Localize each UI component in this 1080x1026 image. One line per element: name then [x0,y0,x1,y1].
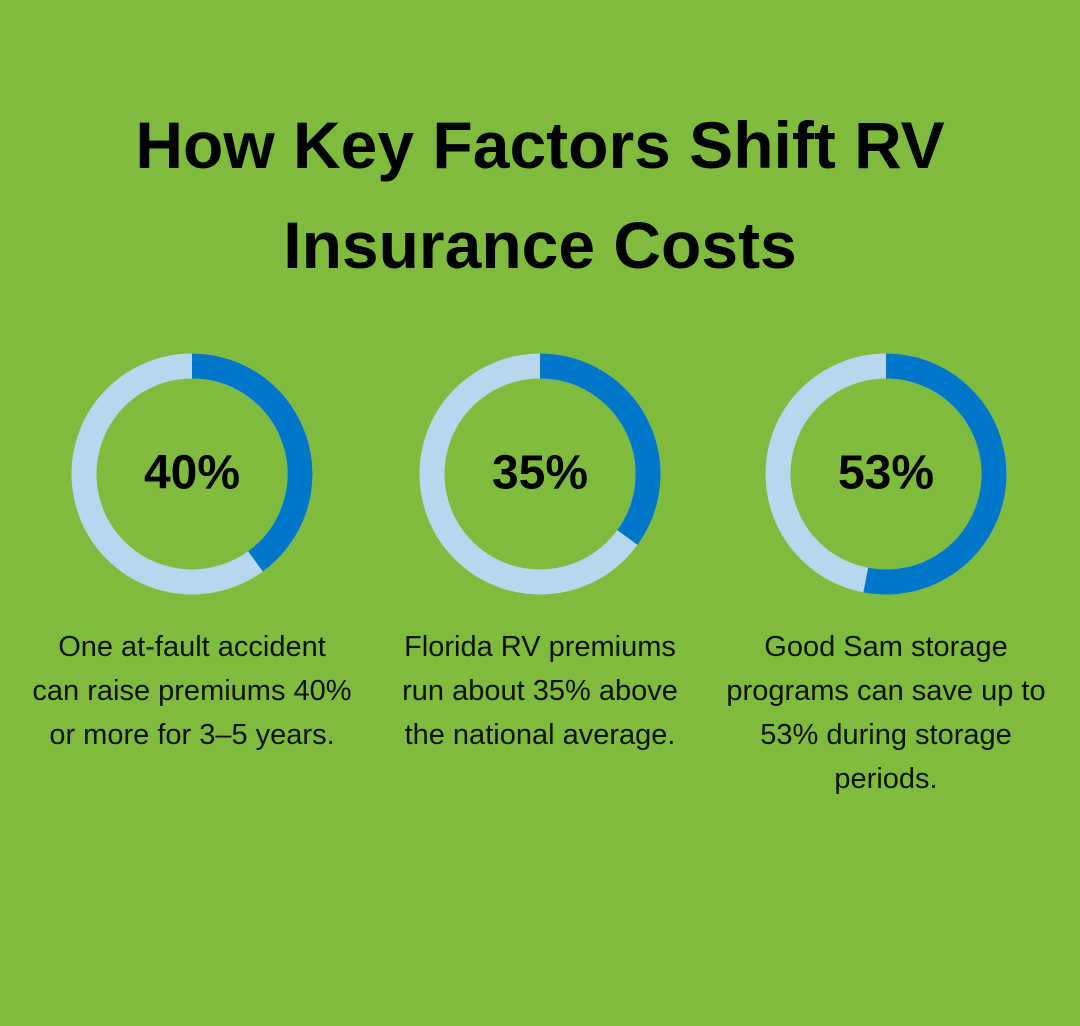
title: How Key Factors Shift RV Insurance Costs [135,108,945,282]
caption: One at-fault accident can raise premiums… [32,631,352,751]
donut-value-label: 53% [838,447,934,500]
donut-arc [539,353,661,545]
donut-arc [191,353,313,572]
donut-arc [863,353,1007,595]
donut-value-label: 40% [144,447,240,500]
caption: Florida RV premiums run about 35% above … [402,631,678,751]
caption: Good Sam storage programs can save up to… [726,631,1046,795]
donut-value-label: 35% [492,447,588,500]
